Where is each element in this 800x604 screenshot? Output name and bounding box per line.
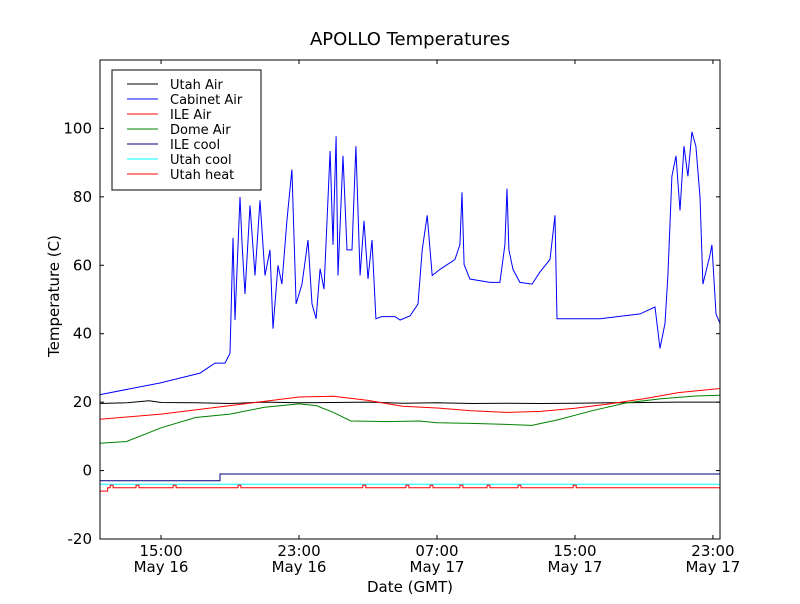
y-tick-label: 60 <box>73 256 92 274</box>
x-tick-date-label: May 16 <box>272 558 327 576</box>
series-line-dome-air <box>100 394 720 444</box>
chart-title: APOLLO Temperatures <box>310 29 510 50</box>
legend-label: Cabinet Air <box>170 93 243 108</box>
legend-label: Dome Air <box>170 123 231 138</box>
series-line-cabinet-air <box>100 131 720 396</box>
series-group <box>100 131 720 492</box>
x-axis-label: Date (GMT) <box>367 578 453 596</box>
x-tick-date-label: May 17 <box>685 558 740 576</box>
y-tick-label: 20 <box>73 393 92 411</box>
x-tick-date-label: May 16 <box>134 558 189 576</box>
x-tick-date-label: May 17 <box>410 558 465 576</box>
series-line-ile-cool <box>100 473 720 482</box>
x-tick-time-label: 15:00 <box>139 542 182 560</box>
legend-label: Utah cool <box>170 153 232 168</box>
y-tick-label: -20 <box>68 530 93 548</box>
y-tick-label: 0 <box>82 462 92 480</box>
series-line-ile-air <box>100 388 720 420</box>
x-tick-time-label: 23:00 <box>691 542 734 560</box>
legend-label: ILE Air <box>170 108 212 123</box>
x-tick-date-label: May 17 <box>548 558 603 576</box>
plot-frame <box>99 59 721 540</box>
legend-label: Utah Air <box>170 78 223 93</box>
x-tick-time-label: 23:00 <box>277 542 320 560</box>
x-tick-time-label: 07:00 <box>415 542 458 560</box>
series-line-utah-heat <box>100 484 720 492</box>
y-tick-label: 100 <box>63 119 92 137</box>
y-tick-label: 80 <box>73 188 92 206</box>
y-axis-label: Temperature (C) <box>45 235 63 358</box>
series-line-utah-air <box>100 400 720 405</box>
legend-box <box>111 69 262 191</box>
legend-label: ILE cool <box>170 138 220 153</box>
x-tick-time-label: 15:00 <box>553 542 596 560</box>
y-tick-label: 40 <box>73 325 92 343</box>
legend-label: Utah heat <box>170 168 234 183</box>
